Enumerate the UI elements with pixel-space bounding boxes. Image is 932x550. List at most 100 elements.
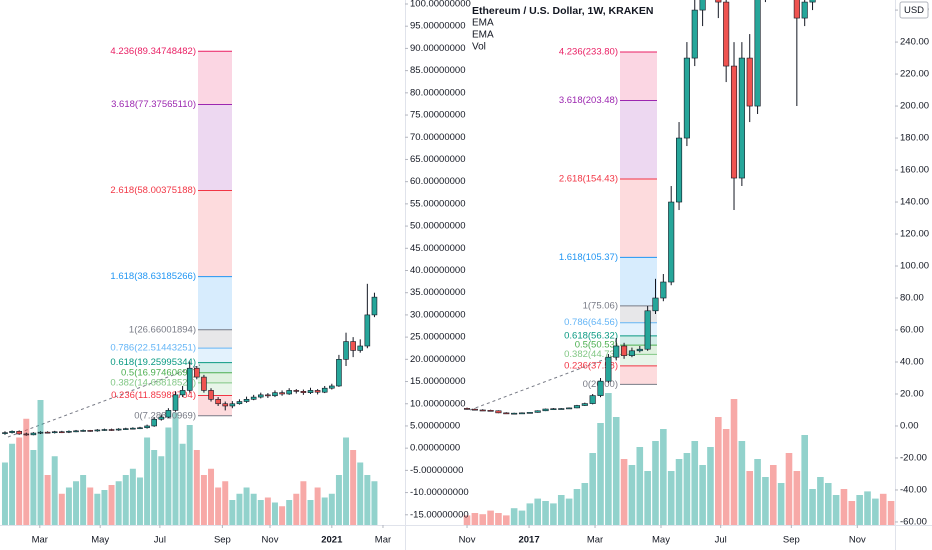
volume-bar	[236, 493, 243, 525]
volume-bar	[122, 475, 129, 525]
fib-label: 0.618(56.32)	[564, 330, 618, 341]
indicator-label: EMA	[472, 18, 494, 29]
candle-body	[350, 341, 356, 351]
volume-bar	[746, 471, 754, 525]
volume-bar	[357, 462, 364, 525]
volume-bar	[801, 435, 808, 525]
y-tick-label: 80.00000000	[410, 87, 465, 98]
volume-bar	[1, 462, 8, 525]
volume-bar	[683, 453, 691, 525]
fib-label: 1(26.66001894)	[129, 324, 196, 335]
candle-body	[357, 345, 364, 351]
candle-body	[272, 392, 278, 397]
candle-body	[550, 408, 557, 411]
currency-badge[interactable]: USD	[899, 1, 929, 19]
volume-bar	[793, 471, 801, 525]
volume-bar	[652, 441, 659, 525]
volume-bar	[542, 501, 549, 525]
fib-label: 0.618(19.25995344)	[110, 357, 196, 368]
volume-bar	[293, 493, 300, 525]
fib-band	[620, 178, 657, 258]
x-tick-label: Mar	[375, 535, 391, 546]
candle-body	[2, 432, 8, 434]
y-tick-label: -10.00000000	[410, 487, 469, 498]
fib-label: 3.618(203.48)	[559, 95, 618, 106]
candle-body	[59, 431, 65, 434]
x-tick-label: Nov	[849, 535, 866, 546]
volume-bar	[762, 477, 769, 525]
y-tick-label: 45.00000000	[410, 243, 465, 254]
currency-label[interactable]: USD	[904, 5, 924, 16]
volume-bar	[314, 487, 321, 525]
x-tick-label: Mar	[32, 535, 48, 546]
fib-label: 3.618(77.37565110)	[111, 99, 196, 110]
y-tick-label: 95.00000000	[410, 21, 465, 32]
y-tick-label: 50.00000000	[410, 221, 465, 232]
y-tick-label: 100.00000000	[410, 0, 471, 10]
fib-band	[198, 395, 232, 416]
indicator-label: Vol	[472, 42, 486, 53]
candle-body	[511, 412, 518, 415]
volume-bar	[636, 447, 644, 525]
volume-bar	[87, 487, 94, 525]
candle-body	[208, 390, 214, 400]
volume-bar	[550, 503, 557, 525]
candle-body	[526, 412, 533, 414]
y-tick-label: 35.00000000	[410, 287, 465, 298]
candle-body	[115, 428, 122, 431]
volume-bar	[707, 447, 714, 525]
candle-body	[37, 431, 44, 434]
volume-bar	[243, 487, 250, 525]
y-tick-label: 60.00	[900, 325, 924, 336]
fib-label: 1.618(105.37)	[559, 252, 618, 263]
candle-body	[80, 430, 86, 432]
y-tick-label: 160.00	[900, 165, 929, 176]
y-tick-label: 180.00	[900, 133, 929, 144]
volume-bar	[754, 459, 761, 525]
volume-bar	[887, 501, 895, 525]
y-tick-label: -60.00	[900, 516, 927, 527]
volume-bar	[479, 514, 487, 525]
volume-bar	[832, 495, 840, 525]
volume-bar	[179, 443, 186, 525]
volume-bar	[257, 500, 264, 525]
volume-bar	[371, 481, 378, 525]
right-plot: 4.236(233.80) 3.618(203.48) 2.618(154.43) 1…	[463, 0, 895, 525]
candle-body	[66, 430, 72, 433]
volume-bar	[215, 487, 222, 525]
volume-bar	[487, 510, 494, 525]
fib-band	[198, 51, 232, 105]
volume-bar	[463, 515, 471, 525]
fib-label: 0.236(11.85988704)	[111, 390, 196, 401]
indicator-label: EMA	[472, 30, 494, 41]
left-plot: 4.236(89.34748482) 3.618(77.37565110) 2.61…	[1, 46, 378, 525]
volume-bar	[785, 453, 793, 525]
x-tick-label: Jul	[154, 535, 166, 546]
volume-bar	[660, 429, 667, 525]
volume-bar	[65, 487, 72, 525]
volume-bar	[581, 483, 589, 525]
volume-bar	[229, 500, 236, 525]
volume-bar	[691, 441, 699, 525]
volume-bar	[151, 450, 158, 525]
candle-body	[101, 429, 108, 431]
candle-body	[108, 429, 115, 431]
y-tick-label: 10.00000000	[410, 398, 465, 409]
candle-body	[73, 430, 79, 433]
currency-box[interactable]	[899, 1, 929, 19]
volume-bar	[101, 490, 108, 525]
y-tick-label: 0.00000000	[410, 443, 460, 454]
volume-bar	[193, 450, 200, 525]
volume-bar	[565, 498, 573, 525]
volume-bar	[510, 508, 518, 525]
fib-label: 0.786(64.56)	[564, 317, 618, 328]
candle-body	[364, 314, 371, 347]
x-tick-label: Nov	[459, 535, 476, 546]
volume-bar	[165, 427, 172, 525]
y-tick-label: 0.00	[900, 420, 919, 431]
volume-bar	[879, 493, 887, 525]
volume-bar	[872, 498, 879, 525]
volume-bar	[44, 475, 51, 525]
fib-band	[198, 348, 232, 363]
